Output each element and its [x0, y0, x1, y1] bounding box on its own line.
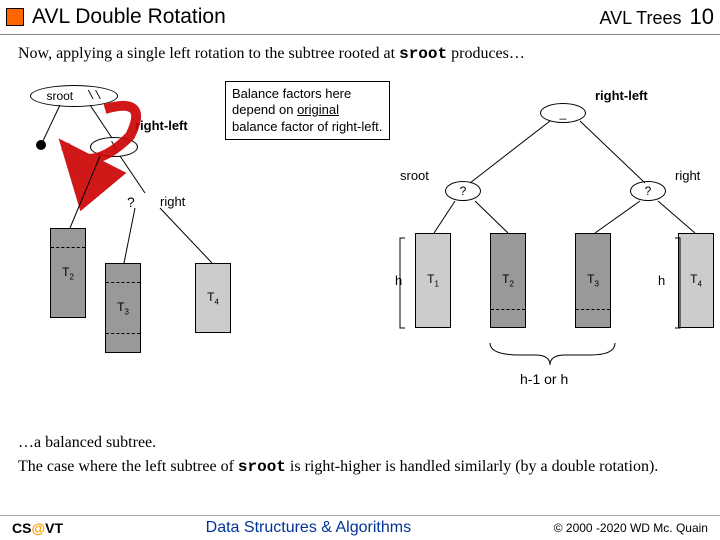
footer-mid: Data Structures & Algorithms — [206, 519, 411, 537]
left-t3-box: T3 — [105, 263, 141, 353]
right-right-label: right — [675, 168, 700, 183]
left-rightleft-balance: \ — [110, 140, 117, 154]
left-t4-box: T4 — [195, 263, 231, 333]
balance-note: Balance factors here depend on original … — [225, 81, 390, 140]
left-t3-label: T3 — [117, 300, 129, 316]
right-q1-node: ? — [445, 181, 481, 201]
intro-text: Now, applying a single left rotation to … — [0, 41, 720, 63]
title-bar: AVL Double Rotation AVL Trees 10 — [0, 0, 720, 32]
right-rightleft-node: _ — [540, 103, 586, 123]
diagram-area: sroot \\ right-left \ ? right T2 T3 T4 B… — [0, 63, 720, 403]
left-t2-box: T2 — [50, 228, 86, 318]
footer: CS@VT Data Structures & Algorithms © 200… — [0, 515, 720, 540]
left-sroot-balance: \\ — [87, 89, 101, 103]
left-sroot-node: sroot \\ — [30, 85, 118, 107]
page-number: 10 — [690, 4, 714, 30]
page-title: AVL Double Rotation — [32, 5, 226, 29]
right-q2: ? — [645, 184, 652, 198]
left-sroot-label: sroot — [46, 89, 73, 103]
right-t2-box: T2 — [490, 233, 526, 328]
right-t3-box: T3 — [575, 233, 611, 328]
left-t2-label: T2 — [62, 265, 74, 281]
right-rightleft-balance: _ — [560, 106, 567, 120]
left-rightleft-label: right-left — [135, 118, 188, 133]
header-right: AVL Trees 10 — [599, 4, 714, 30]
footer-right: © 2000 -2020 WD Mc. Quain — [554, 521, 708, 535]
breadcrumb: AVL Trees — [599, 8, 681, 29]
left-rightleft-node: \ — [90, 137, 138, 157]
right-sroot-tag: sroot — [400, 168, 429, 183]
intro-prefix: Now, applying a single left rotation to … — [18, 45, 399, 62]
accent-square-icon — [6, 8, 24, 26]
divider — [0, 34, 720, 35]
right-h-right: h — [658, 273, 665, 288]
right-h-left: h — [395, 273, 402, 288]
left-q1: ? — [127, 194, 135, 210]
intro-code: sroot — [399, 45, 447, 63]
right-q1: ? — [460, 184, 467, 198]
intro-suffix: produces… — [447, 45, 525, 62]
conclusion-2: The case where the left subtree of sroot… — [18, 456, 702, 479]
footer-left: CS@VT — [12, 520, 63, 536]
conclusion-1: …a balanced subtree. — [18, 432, 702, 454]
right-rightleft-label: right-left — [595, 88, 648, 103]
left-t4-label: T4 — [207, 290, 219, 306]
brace-label: h-1 or h — [520, 371, 568, 387]
left-right-label: right — [160, 194, 185, 209]
right-q2-node: ? — [630, 181, 666, 201]
right-t1-box: T1 — [415, 233, 451, 328]
right-t4-box: T4 — [678, 233, 714, 328]
left-leaf-dot-icon — [36, 140, 46, 150]
